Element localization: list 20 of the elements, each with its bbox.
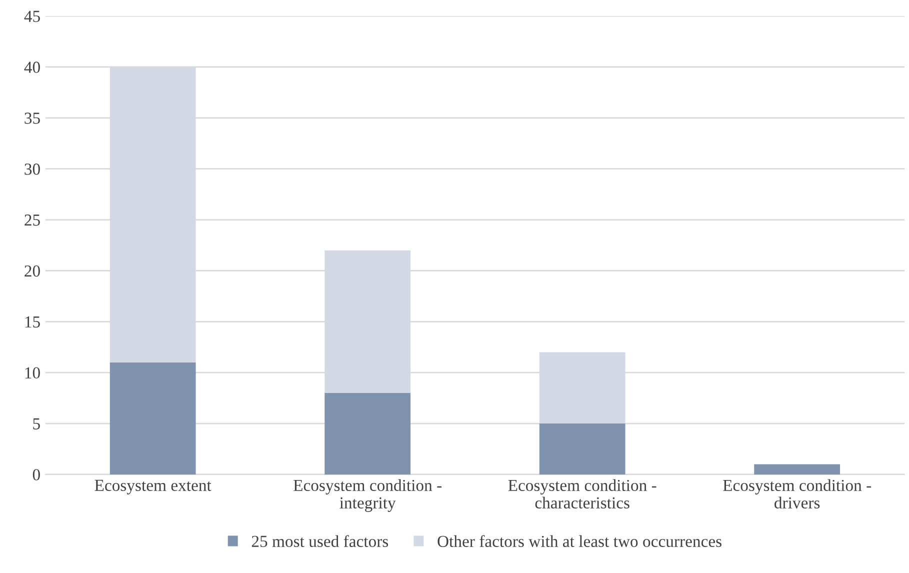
y-tick-label: 0: [32, 469, 40, 480]
legend-label: 25 most used factors: [252, 535, 388, 548]
y-tick-label: 5: [33, 418, 40, 430]
y-tick-label: 20: [24, 265, 40, 277]
bar: [539, 424, 626, 474]
x-tick-label: Ecosystem condition - drivers: [723, 479, 871, 509]
x-tick-label: Ecosystem extent: [94, 480, 212, 494]
bar: [110, 362, 196, 474]
bar: [324, 392, 411, 474]
y-tick-label: 45: [24, 10, 40, 22]
x-tick-label: Ecosystem condition - integrity: [294, 479, 442, 512]
x-tick-label: Ecosystem condition - characteristics: [508, 479, 656, 509]
y-tick-label: 35: [24, 112, 40, 124]
y-tick-label: 25: [24, 214, 40, 226]
y-tick-label: 10: [25, 367, 40, 379]
y-tick-label: 15: [25, 316, 40, 328]
legend-label: Other factors with at least two occurrences: [438, 535, 722, 548]
y-tick-label: 40: [24, 62, 40, 73]
bar: [754, 464, 840, 474]
y-tick-label: 30: [24, 164, 40, 175]
